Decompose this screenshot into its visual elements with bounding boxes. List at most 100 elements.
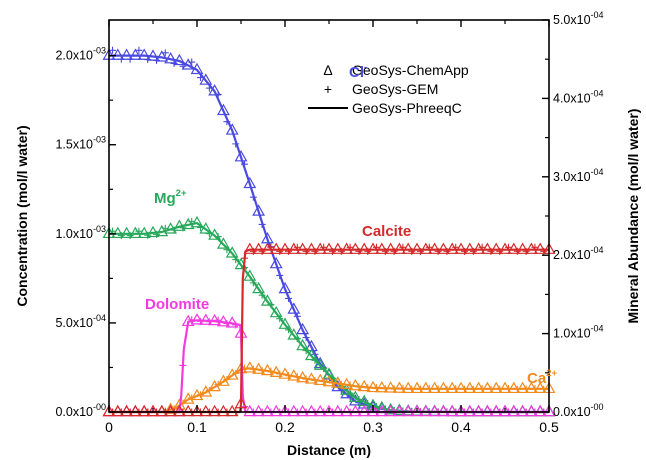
series-labels: Cl- Mg2+ Ca2+ Dolomite Calcite: [145, 62, 557, 387]
gem-marker: [276, 315, 284, 323]
chemapp-marker: [463, 404, 477, 417]
chemapp-marker: [260, 294, 274, 306]
chemapp-marker: [463, 381, 477, 394]
chemapp-marker: [384, 381, 398, 393]
gem-marker: [496, 247, 504, 255]
gem-marker: [364, 399, 372, 407]
gem-marker: [241, 254, 249, 262]
chemapp-marker: [296, 338, 310, 351]
chemapp-marker: [366, 404, 380, 417]
gem-marker: [205, 386, 213, 394]
gem-marker: [434, 385, 442, 393]
chemapp-marker: [181, 217, 195, 230]
gem-marker: [311, 356, 319, 364]
legend-label: GeoSys-GEM: [352, 81, 438, 97]
chemapp-marker: [445, 404, 459, 417]
gem-marker: [425, 384, 433, 392]
chemapp-marker: [181, 58, 195, 70]
gem-marker: [329, 379, 337, 387]
gem-marker: [179, 62, 187, 70]
chemapp-marker: [172, 53, 186, 66]
chemapp-marker: [533, 381, 547, 394]
gem-marker: [223, 376, 231, 384]
gem-marker: [329, 247, 337, 255]
gem-marker: [302, 247, 310, 255]
chemapp-marker: [410, 242, 424, 254]
gem-marker: [258, 247, 266, 255]
x-axis-title: Distance (m): [287, 442, 371, 458]
chemapp-marker: [190, 313, 204, 325]
chemapp-marker: [436, 381, 450, 394]
chemapp-marker: [498, 404, 512, 417]
gem-marker: [302, 375, 310, 383]
y-left-tick-label: 0.0x10-00: [55, 402, 106, 419]
gem-marker: [153, 56, 161, 64]
gem-marker: [170, 226, 178, 234]
legend-label: GeoSys-ChemApp: [352, 62, 469, 78]
gem-marker: [522, 247, 530, 255]
legend-item-geosys-phreeqc: GeoSys-PhreeqC: [308, 100, 462, 116]
gem-marker: [126, 55, 134, 63]
gem-marker: [425, 243, 433, 251]
chemapp-marker: [419, 404, 433, 417]
chemapp-marker: [480, 242, 494, 254]
chemapp-marker: [287, 328, 301, 340]
x-tick-label: 0.1: [187, 419, 207, 435]
gem-marker: [320, 365, 328, 373]
gem-marker: [469, 247, 477, 255]
chemapp-marker: [322, 242, 336, 254]
chemapp-marker: [287, 404, 301, 417]
chemapp-marker: [366, 242, 380, 254]
series-label-ca: Ca2+: [527, 368, 557, 387]
chemapp-marker: [524, 381, 538, 394]
chemapp-marker: [252, 362, 266, 374]
gem-marker: [320, 377, 328, 385]
chemapp-marker: [225, 404, 239, 417]
chemapp-marker: [331, 242, 345, 254]
chemapp-marker: [357, 404, 371, 417]
gem-marker: [188, 58, 196, 66]
chemapp-marker: [172, 404, 186, 417]
y-right-tick-label: 2.0x10-04: [553, 245, 604, 262]
gem-marker: [337, 247, 345, 255]
chemapp-marker: [243, 176, 257, 189]
chemapp-marker: [340, 383, 354, 395]
gem-marker: [513, 385, 521, 393]
chemapp-marker: [313, 373, 327, 386]
chemapp-marker: [304, 348, 318, 361]
chemapp-marker: [278, 317, 292, 329]
chemapp-marker: [190, 62, 204, 75]
chemapp-marker: [164, 51, 178, 64]
chemapp-marker: [419, 242, 433, 254]
chemapp-marker: [445, 381, 459, 394]
y-right-tick-label: 4.0x10-04: [553, 88, 604, 105]
chemapp-marker: [463, 242, 477, 254]
gem-marker: [293, 335, 301, 343]
gem-marker: [487, 385, 495, 393]
chemapp-marker: [498, 242, 512, 254]
chemapp-marker: [260, 363, 274, 376]
gem-marker: [144, 56, 152, 64]
chemapp-marker: [225, 123, 239, 135]
chemapp-marker: [428, 381, 442, 394]
chemapp-marker: [146, 404, 160, 417]
chemapp-marker: [489, 242, 503, 254]
gem-marker: [540, 247, 548, 255]
chemapp-marker: [269, 305, 283, 318]
gem-marker: [522, 385, 530, 393]
gem-marker: [302, 347, 310, 355]
legend: Δ GeoSys-ChemApp + GeoSys-GEM GeoSys-PhreeqC: [308, 62, 469, 116]
chemapp-marker: [480, 404, 494, 417]
chemapp-marker: [234, 396, 248, 409]
chemapp-marker: [472, 404, 486, 417]
chemapp-marker: [516, 242, 530, 254]
gem-marker: [188, 394, 196, 402]
chemapp-marker: [146, 225, 160, 238]
chemapp-marker: [216, 237, 230, 249]
chemapp-marker: [533, 242, 547, 254]
series-dolomite: [102, 313, 556, 417]
chemapp-marker: [340, 404, 354, 417]
chemapp-marker: [199, 313, 213, 325]
chemapp-marker: [252, 204, 266, 216]
chemapp-marker: [164, 404, 178, 417]
